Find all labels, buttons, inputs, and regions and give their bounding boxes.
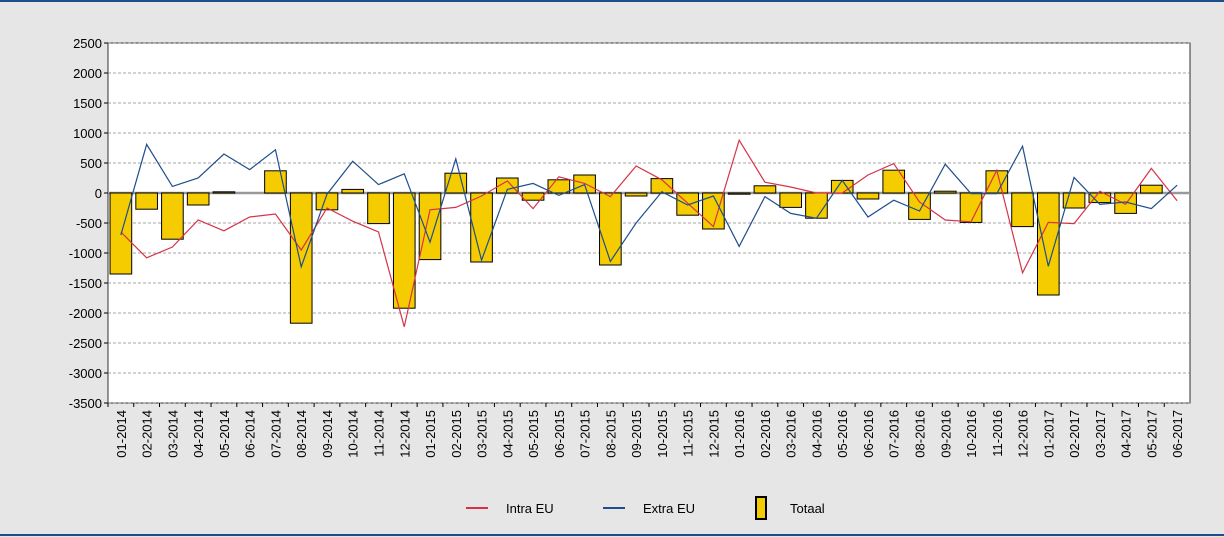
bar [495, 177, 519, 194]
bar [933, 190, 957, 194]
bar [624, 192, 648, 197]
x-tick-label: 09-2015 [629, 410, 644, 458]
y-tick-label: 500 [80, 156, 102, 171]
bar [161, 192, 184, 240]
bar [779, 192, 803, 208]
legend-swatch [755, 496, 767, 520]
x-tick-label: 09-2014 [320, 410, 335, 458]
x-tick-label: 02-2015 [449, 410, 464, 458]
bar [1140, 184, 1163, 194]
bar [1011, 192, 1034, 228]
y-tick-label: -1000 [69, 246, 102, 261]
legend-label: Intra EU [506, 501, 554, 516]
bar [882, 169, 906, 194]
x-tick-label: 06-2016 [861, 410, 876, 458]
x-tick-label: 11-2014 [372, 410, 387, 457]
x-tick-label: 04-2014 [191, 410, 206, 458]
bar [702, 192, 725, 230]
x-tick-label: 12-2016 [1016, 410, 1031, 458]
line [120, 142, 1178, 269]
bar [805, 192, 828, 219]
bar [212, 191, 236, 194]
legend-label: Extra EU [643, 501, 695, 516]
bar [418, 192, 442, 261]
bar [470, 192, 493, 263]
x-tick-label: 10-2015 [655, 410, 670, 458]
x-tick-label: 11-2016 [990, 410, 1005, 457]
y-tick-label: -500 [76, 216, 102, 231]
x-tick-label: 04-2017 [1119, 410, 1134, 458]
bar [135, 192, 158, 210]
x-tick-label: 03-2017 [1093, 410, 1108, 458]
x-tick-label: 07-2015 [578, 410, 593, 458]
bar [985, 170, 1009, 194]
x-tick-label: 03-2015 [475, 410, 490, 458]
y-tick-label: 2000 [73, 66, 102, 81]
x-tick-label: 07-2014 [268, 410, 283, 458]
x-tick-label: 06-2017 [1170, 410, 1185, 458]
bar [753, 185, 777, 194]
x-tick-label: 01-2016 [732, 410, 747, 458]
legend-label: Totaal [790, 501, 825, 516]
x-tick-label: 10-2016 [964, 410, 979, 458]
bar [1062, 192, 1086, 209]
line [120, 138, 1178, 327]
bar [727, 192, 751, 195]
bar [1036, 192, 1060, 296]
bar [392, 192, 416, 309]
x-tick-label: 03-2014 [165, 410, 180, 458]
x-tick-label: 12-2015 [706, 410, 721, 458]
y-tick-label: -2500 [69, 336, 102, 351]
x-tick-label: 01-2014 [114, 410, 129, 458]
x-tick-label: 06-2014 [243, 410, 258, 458]
x-tick-label: 05-2017 [1144, 410, 1159, 458]
x-tick-label: 09-2016 [938, 410, 953, 458]
y-tick-label: 2500 [73, 36, 102, 51]
bar [599, 192, 622, 266]
x-tick-label: 08-2015 [603, 410, 618, 458]
bar [289, 192, 313, 324]
x-tick-label: 01-2017 [1041, 410, 1056, 458]
x-tick-label: 02-2016 [758, 410, 773, 458]
x-tick-label: 12-2014 [397, 410, 412, 458]
x-tick-label: 02-2017 [1067, 410, 1082, 458]
x-tick-label: 04-2016 [809, 410, 824, 458]
x-tick-label: 07-2016 [887, 410, 902, 458]
y-tick-label: -2000 [69, 306, 102, 321]
x-tick-label: 03-2016 [784, 410, 799, 458]
bar [650, 178, 674, 194]
x-tick-label: 10-2014 [346, 410, 361, 458]
x-tick-label: 05-2015 [526, 410, 541, 458]
x-tick-label: 08-2016 [913, 410, 928, 458]
x-tick-label: 04-2015 [500, 410, 515, 458]
bar [1088, 192, 1112, 204]
y-tick-label: -3500 [69, 396, 102, 411]
x-tick-label: 06-2015 [552, 410, 567, 458]
x-tick-label: 05-2014 [217, 410, 232, 458]
bar [341, 188, 365, 194]
x-tick-label: 11-2015 [681, 410, 696, 457]
x-tick-label: 01-2015 [423, 410, 438, 458]
x-tick-label: 05-2016 [835, 410, 850, 458]
x-tick-label: 02-2014 [140, 410, 155, 458]
bar [856, 192, 880, 200]
bar [186, 192, 210, 206]
y-tick-label: 1500 [73, 96, 102, 111]
y-tick-label: -3000 [69, 366, 102, 381]
x-tick-label: 08-2014 [294, 410, 309, 458]
y-tick-label: 1000 [73, 126, 102, 141]
bar [367, 192, 390, 225]
y-tick-label: 0 [95, 186, 102, 201]
y-tick-label: -1500 [69, 276, 102, 291]
bar [315, 192, 339, 211]
